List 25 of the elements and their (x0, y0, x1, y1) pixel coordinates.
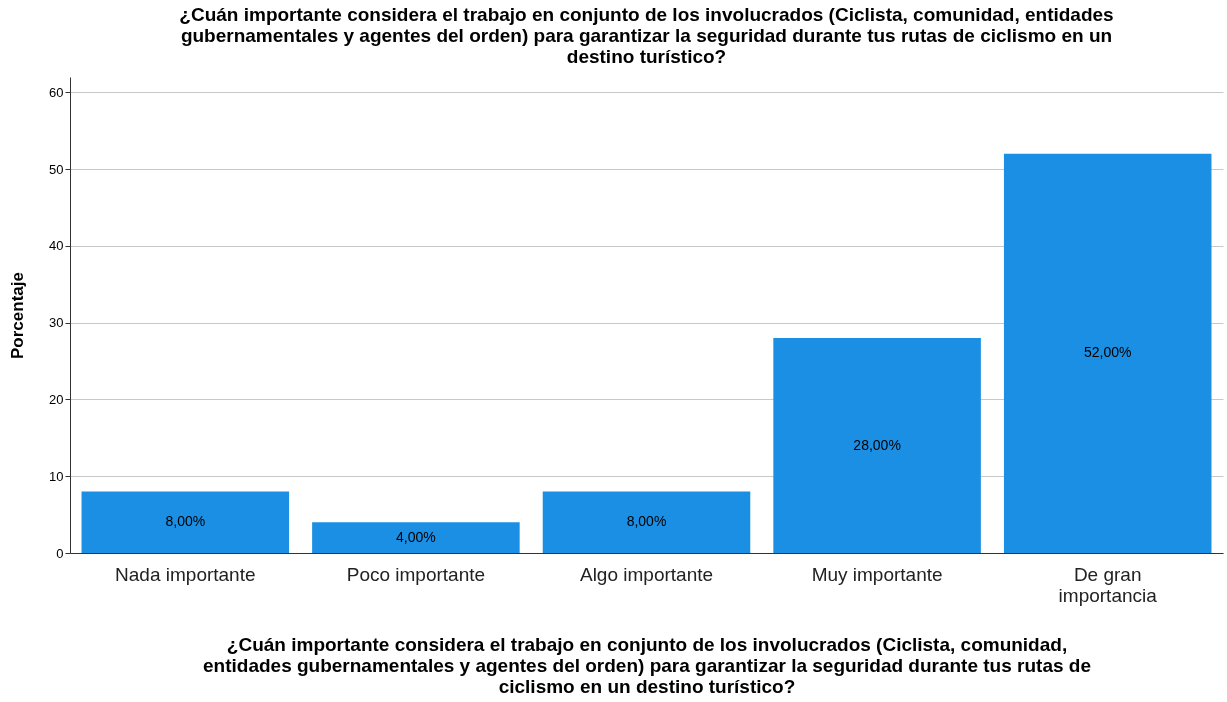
bar (773, 338, 981, 553)
y-tick-label: 40 (49, 238, 64, 254)
bar (542, 491, 751, 553)
y-tick-label: 60 (49, 84, 64, 100)
x-tick-label: Algo importante (579, 563, 714, 585)
data-label: 4,00% (396, 528, 436, 545)
data-label: 52,00% (1083, 344, 1132, 361)
bar (81, 491, 290, 553)
bar (312, 522, 520, 553)
data-label: 8,00% (165, 513, 206, 530)
x-tick-label: De gran importancia (1058, 563, 1158, 606)
y-tick-label: 20 (49, 391, 64, 407)
data-label: 28,00% (853, 436, 901, 453)
y-tick-label: 0 (56, 545, 64, 561)
data-label: 8,00% (626, 513, 667, 530)
y-tick-label: 10 (49, 468, 64, 484)
x-tick-label: Nada importante (115, 563, 256, 585)
x-axis-title: ¿Cuán importante considera el trabajo en conjunto de los involucrados (Ciclista, comunidad, entidades gubernamentales y agentes del orden) para garantizar la seguridad durante tus rutas de ciclismo en un destino turístico? (203, 633, 1091, 697)
x-tick-label: Muy importante (811, 563, 943, 585)
bar (1003, 153, 1212, 553)
y-axis-title: Porcentaje (8, 272, 28, 359)
y-tick-label: 50 (49, 161, 64, 177)
x-tick-label: Poco importante (346, 563, 486, 585)
y-tick-label: 30 (49, 315, 64, 331)
chart-title: ¿Cuán importante considera el trabajo en conjunto de los involucrados (Ciclista, comunidad, entidades gubernamentales y agentes del orden) para garantizar la seguridad durante tus rutas de ciclismo en un destino turístico? (179, 4, 1114, 67)
